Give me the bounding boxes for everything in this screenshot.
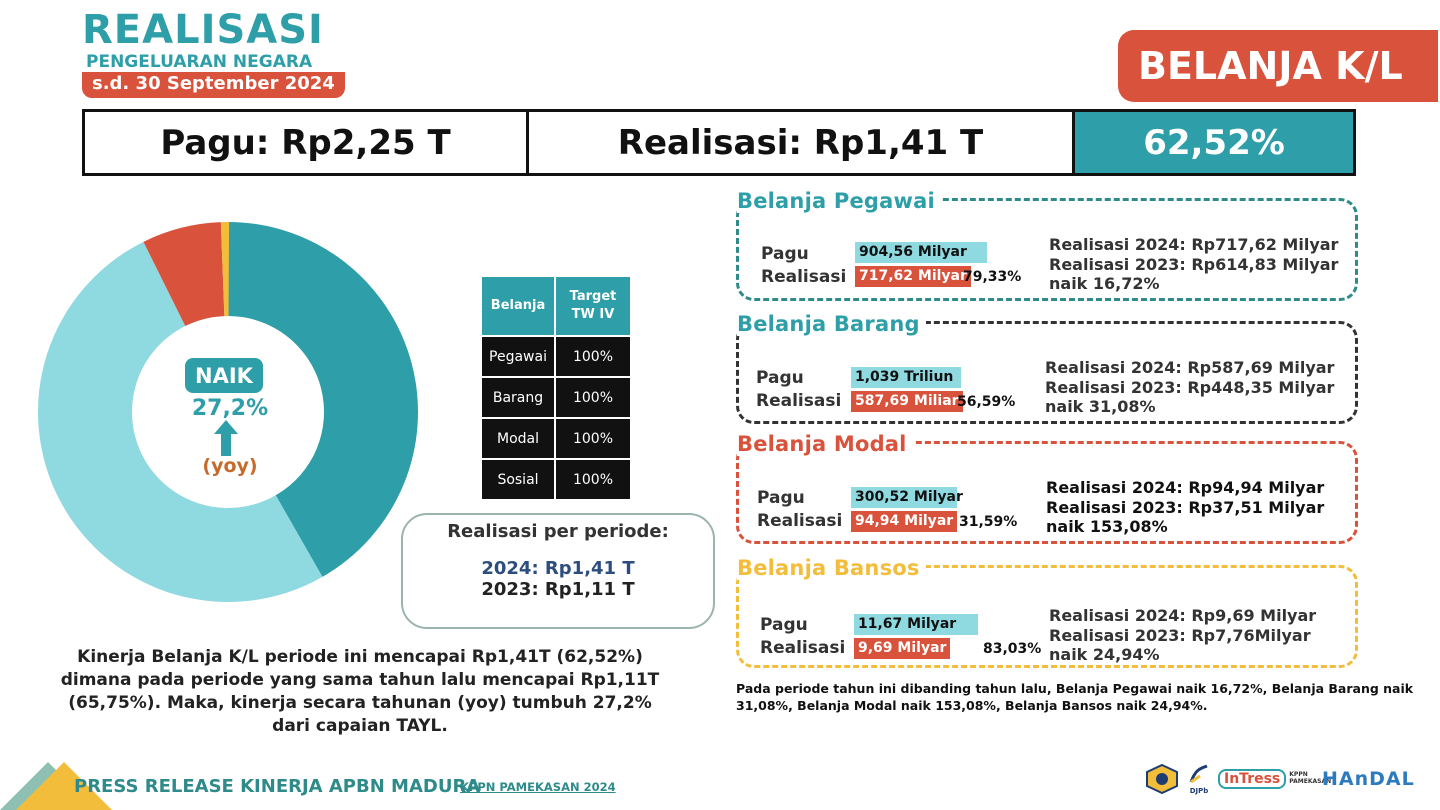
realisasi-label: Realisasi	[757, 511, 843, 531]
pagu-label: Pagu	[757, 488, 805, 508]
pagu-label: Pagu	[761, 244, 809, 264]
table-row: Sosial 100%	[482, 460, 630, 499]
realisasi-2024: Realisasi 2024: Rp587,69 Milyar	[1045, 358, 1335, 377]
panel-comparison: Realisasi 2024: Rp9,69 Milyar Realisasi …	[1049, 606, 1316, 665]
realisasi-2023: Realisasi 2023: Rp37,51 Milyar	[1046, 497, 1325, 517]
panel-title: Belanja Barang	[737, 312, 926, 336]
panel-belanja-bansos: Belanja Bansos Pagu Realisasi 11,67 Mily…	[736, 556, 1358, 668]
realisasi-percent: 79,33%	[963, 269, 1022, 285]
table-row: Pegawai 100%	[482, 337, 630, 376]
summary-bar: Pagu: Rp2,25 T Realisasi: Rp1,41 T 62,52…	[82, 109, 1356, 176]
pagu-label: Pagu	[760, 615, 808, 635]
donut-slice-pegawai	[38, 241, 323, 602]
table-cell-target: 100%	[556, 460, 630, 499]
panel-title: Belanja Bansos	[737, 556, 926, 580]
footer-kppn: KPPN PAMEKASAN 2024	[460, 780, 616, 794]
table-cell-belanja: Modal	[482, 419, 554, 458]
intress-logo-subtext: KPPN PAMEKASAN	[1289, 771, 1332, 785]
arrow-up-icon	[214, 420, 238, 456]
realisasi-2024: Realisasi 2024: Rp94,94 Milyar	[1046, 478, 1325, 497]
panel-title: Belanja Pegawai	[737, 189, 941, 213]
naik-text: naik 16,72%	[1049, 274, 1160, 294]
realisasi-label: Realisasi	[756, 391, 842, 411]
target-table: Belanja Target TW IV Pegawai 100% Barang…	[480, 275, 632, 501]
realisasi-label: Realisasi	[760, 638, 846, 658]
realisasi-2023: Realisasi 2023: Rp614,83 Milyar	[1049, 254, 1339, 274]
page-title: REALISASI	[82, 7, 324, 53]
summary-percent: 62,52%	[1075, 112, 1353, 173]
page-subtitle: PENGELUARAN NEGARA	[86, 52, 313, 72]
realisasi-bar: 9,69 Milyar	[854, 638, 951, 659]
naik-text: naik 24,94%	[1049, 645, 1160, 665]
realisasi-label: Realisasi	[761, 267, 847, 287]
section-badge: BELANJA K/L	[1118, 30, 1438, 102]
periode-2023: 2023: Rp1,11 T	[481, 579, 635, 600]
table-cell-belanja: Barang	[482, 378, 554, 417]
pagu-bar: 904,56 Milyar	[855, 242, 987, 263]
table-cell-belanja: Pegawai	[482, 337, 554, 376]
realisasi-percent: 56,59%	[957, 394, 1016, 410]
naik-text: naik 153,08%	[1046, 517, 1168, 537]
summary-pagu: Pagu: Rp2,25 T	[85, 112, 529, 173]
yoy-label: (yoy)	[202, 455, 258, 477]
panel-comparison: Realisasi 2024: Rp717,62 Milyar Realisas…	[1049, 235, 1338, 294]
realisasi-2024: Realisasi 2024: Rp9,69 Milyar	[1049, 606, 1317, 625]
pagu-label: Pagu	[756, 368, 804, 388]
pagu-bar: 1,039 Triliun	[851, 367, 961, 388]
table-row: Modal 100%	[482, 419, 630, 458]
djpb-logo-text: DJPb	[1189, 787, 1209, 795]
intress-logo-text: InTress	[1218, 769, 1287, 789]
table-header-target-label: Target TW IV	[569, 288, 617, 322]
footer-title: PRESS RELEASE KINERJA APBN MADURA	[74, 776, 481, 797]
handal-logo: HAnDAL	[1322, 768, 1415, 790]
composition-donut-chart	[38, 222, 418, 602]
intress-logo: InTress KPPN PAMEKASAN	[1218, 764, 1331, 794]
table-cell-target: 100%	[556, 378, 630, 417]
footer-decoration	[16, 762, 112, 810]
table-cell-belanja: Sosial	[482, 460, 554, 499]
panel-title: Belanja Modal	[737, 432, 913, 456]
realisasi-2024: Realisasi 2024: Rp717,62 Milyar	[1049, 235, 1339, 254]
realisasi-percent: 31,59%	[959, 514, 1018, 530]
naik-value: 27,2%	[191, 396, 269, 421]
realisasi-bar: 587,69 Miliar	[851, 391, 963, 412]
naik-text: naik 31,08%	[1045, 397, 1156, 417]
table-header-target: Target TW IV	[556, 277, 630, 335]
table-cell-target: 100%	[556, 419, 630, 458]
kemenkeu-logo-icon	[1146, 764, 1178, 794]
table-cell-target: 100%	[556, 337, 630, 376]
djpb-logo-icon	[1189, 764, 1208, 784]
panel-belanja-barang: Belanja Barang Pagu Realisasi 1,039 Tril…	[736, 312, 1358, 424]
table-row: Barang 100%	[482, 378, 630, 417]
naik-badge: NAIK	[185, 358, 263, 393]
periode-box: Realisasi per periode: 2024: Rp1,41 T 20…	[401, 513, 715, 629]
panel-belanja-modal: Belanja Modal Pagu Realisasi 300,52 Mily…	[736, 432, 1358, 544]
panel-comparison: Realisasi 2024: Rp587,69 Milyar Realisas…	[1045, 358, 1334, 417]
realisasi-bar: 717,62 Milyar	[855, 266, 971, 287]
donut-slice-bansos	[220, 222, 230, 317]
narrative-text: Kinerja Belanja K/L periode ini mencapai…	[60, 647, 660, 737]
panel-belanja-pegawai: Belanja Pegawai Pagu Realisasi 904,56 Mi…	[736, 189, 1358, 301]
realisasi-bar: 94,94 Milyar	[851, 511, 958, 532]
periode-2024: 2024: Rp1,41 T	[481, 558, 635, 579]
period-date: s.d. 30 September 2024	[82, 72, 345, 98]
summary-realisasi: Realisasi: Rp1,41 T	[529, 112, 1075, 173]
donut-slice-barang	[228, 222, 418, 577]
periode-title: Realisasi per periode:	[447, 521, 669, 542]
footnote: Pada periode tahun ini dibanding tahun l…	[736, 681, 1414, 713]
realisasi-percent: 83,03%	[983, 641, 1042, 657]
realisasi-2023: Realisasi 2023: Rp448,35 Milyar	[1045, 377, 1335, 397]
table-header-belanja: Belanja	[482, 277, 554, 335]
pagu-bar: 11,67 Milyar	[854, 614, 978, 635]
djpb-logo: DJPb	[1186, 764, 1212, 795]
panel-comparison: Realisasi 2024: Rp94,94 Milyar Realisasi…	[1046, 478, 1324, 537]
realisasi-2023: Realisasi 2023: Rp7,76Milyar	[1049, 625, 1311, 645]
donut-slice-modal	[143, 222, 225, 327]
pagu-bar: 300,52 Milyar	[851, 487, 963, 508]
